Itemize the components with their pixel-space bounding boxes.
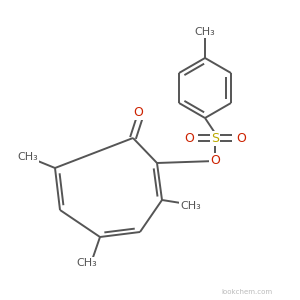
Text: S: S xyxy=(211,131,219,145)
Text: O: O xyxy=(236,131,246,145)
Text: O: O xyxy=(133,106,143,118)
Text: CH₃: CH₃ xyxy=(76,258,97,268)
Text: lookchem.com: lookchem.com xyxy=(221,289,272,295)
Text: CH₃: CH₃ xyxy=(180,202,201,212)
Text: O: O xyxy=(184,131,194,145)
Text: CH₃: CH₃ xyxy=(17,152,38,162)
Text: O: O xyxy=(210,154,220,167)
Text: CH₃: CH₃ xyxy=(195,27,215,37)
